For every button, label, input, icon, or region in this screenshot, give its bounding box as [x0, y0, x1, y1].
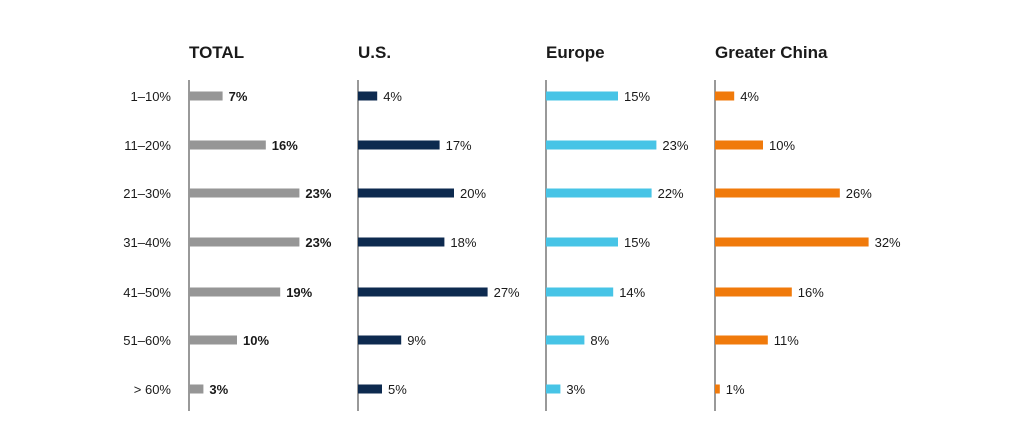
bar	[546, 140, 657, 150]
bar	[715, 335, 768, 345]
bar	[189, 188, 300, 198]
data-label: 9%	[407, 333, 426, 348]
category-label: 41–50%	[123, 285, 171, 300]
bar	[715, 140, 763, 150]
panel-title: U.S.	[358, 43, 391, 62]
data-label: 18%	[450, 235, 476, 250]
bar	[715, 91, 735, 101]
bar	[358, 140, 440, 150]
bar	[546, 188, 652, 198]
bar	[358, 91, 378, 101]
bar	[189, 237, 300, 247]
data-label: 23%	[662, 138, 688, 153]
bar	[189, 384, 204, 394]
data-label: 4%	[383, 89, 402, 104]
data-label: 10%	[243, 333, 269, 348]
category-label: 21–30%	[123, 186, 171, 201]
data-label: 17%	[446, 138, 472, 153]
bar	[358, 237, 445, 247]
data-label: 10%	[769, 138, 795, 153]
bar	[546, 287, 614, 297]
bar	[189, 140, 266, 150]
bar	[715, 188, 840, 198]
category-label: 1–10%	[131, 89, 172, 104]
data-label: 22%	[658, 186, 684, 201]
data-label: 26%	[846, 186, 872, 201]
category-label: 51–60%	[123, 333, 171, 348]
category-label: > 60%	[134, 382, 172, 397]
data-label: 23%	[305, 235, 331, 250]
bar	[358, 188, 454, 198]
data-label: 1%	[726, 382, 745, 397]
bar	[189, 91, 223, 101]
panel-title: Europe	[546, 43, 605, 62]
category-label: 11–20%	[124, 138, 171, 153]
panel-title: TOTAL	[189, 43, 244, 62]
bar	[715, 287, 792, 297]
bar	[358, 287, 488, 297]
data-label: 7%	[229, 89, 248, 104]
bar	[546, 237, 618, 247]
data-label: 4%	[740, 89, 759, 104]
bar	[189, 287, 281, 297]
bar	[358, 335, 402, 345]
data-label: 32%	[875, 235, 901, 250]
data-label: 23%	[305, 186, 331, 201]
bar	[715, 237, 869, 247]
data-label: 19%	[286, 285, 312, 300]
category-label: 31–40%	[123, 235, 171, 250]
panel-title: Greater China	[715, 43, 828, 62]
data-label: 27%	[494, 285, 520, 300]
data-label: 16%	[272, 138, 298, 153]
data-label: 8%	[590, 333, 609, 348]
data-label: 15%	[624, 235, 650, 250]
data-label: 5%	[388, 382, 407, 397]
data-label: 20%	[460, 186, 486, 201]
data-label: 15%	[624, 89, 650, 104]
data-label: 3%	[209, 382, 228, 397]
bar	[358, 384, 382, 394]
bar	[546, 384, 561, 394]
data-label: 3%	[566, 382, 585, 397]
bar	[546, 335, 585, 345]
bar	[546, 91, 618, 101]
data-label: 14%	[619, 285, 645, 300]
data-label: 11%	[774, 333, 799, 348]
bar	[715, 384, 720, 394]
bar	[189, 335, 237, 345]
data-label: 16%	[798, 285, 824, 300]
